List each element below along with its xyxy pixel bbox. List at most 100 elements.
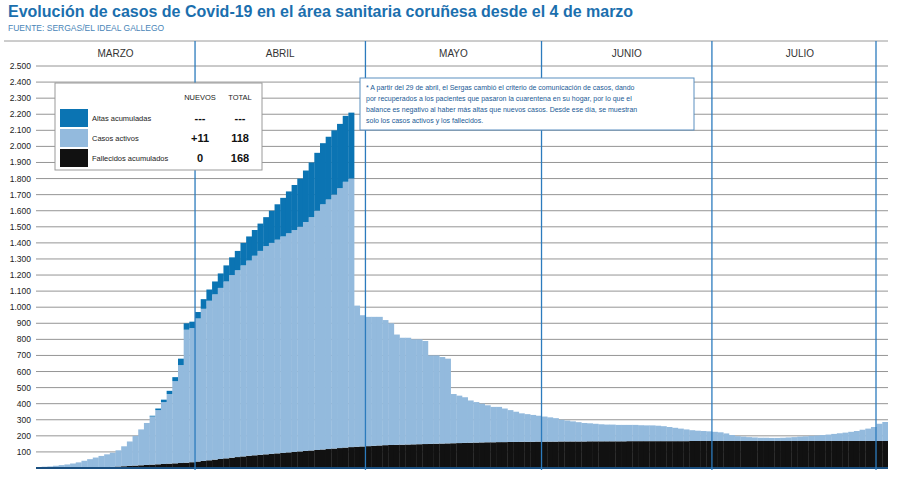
bar (735, 436, 741, 441)
bar (320, 143, 326, 204)
bar (411, 444, 417, 468)
month-label: MAYO (439, 48, 468, 59)
legend-value: 168 (231, 152, 249, 164)
bar (524, 442, 530, 468)
bar (314, 211, 320, 450)
bar (127, 441, 133, 442)
bar (831, 441, 837, 468)
y-tick-label: 2.400 (10, 77, 32, 87)
bar (763, 441, 769, 468)
bar (303, 222, 309, 451)
bar (297, 227, 303, 452)
bar (740, 437, 746, 441)
bar (428, 355, 434, 443)
bar (581, 423, 587, 441)
bar (172, 377, 178, 381)
bar (201, 461, 207, 468)
grid-line (36, 307, 888, 308)
bar (445, 443, 451, 468)
bar (81, 460, 87, 461)
bar (803, 441, 809, 468)
bar (826, 441, 832, 468)
bar (507, 410, 513, 442)
bar (519, 442, 525, 468)
bar (854, 431, 860, 441)
bar (252, 455, 258, 468)
bar (689, 430, 695, 441)
bar (746, 441, 752, 468)
bar (791, 441, 797, 468)
bar (337, 124, 343, 188)
bar (280, 453, 286, 468)
grid-line (36, 178, 888, 179)
bar (439, 444, 445, 468)
bar (138, 429, 144, 430)
bar (235, 270, 241, 457)
bar (354, 447, 360, 468)
bar (434, 444, 440, 468)
title: Evolución de casos de Covid-19 en el áre… (8, 3, 633, 20)
bar (292, 452, 298, 468)
legend-header: TOTAL (228, 93, 251, 102)
bar (877, 441, 883, 468)
annotation-text: solo los casos activos y los fallecidos. (366, 117, 483, 125)
bar (297, 451, 303, 468)
bar (757, 438, 763, 441)
bar (93, 458, 99, 468)
bar (598, 441, 604, 468)
legend-label: Casos activos (92, 134, 139, 143)
bar (47, 466, 53, 467)
y-tick-label: 900 (17, 318, 31, 328)
bar (524, 414, 530, 442)
bar (865, 429, 871, 441)
annotation-text: balance es negativo al haber más altas q… (366, 106, 637, 114)
bar (854, 441, 860, 468)
bar (542, 417, 548, 442)
bar (723, 441, 729, 468)
bar (627, 441, 633, 468)
bar (280, 198, 286, 237)
bar (263, 454, 269, 468)
bar (64, 464, 70, 465)
bar (382, 320, 388, 445)
bar (468, 443, 474, 468)
bar (507, 442, 513, 468)
bar (485, 442, 491, 468)
bar (280, 236, 286, 452)
bar (439, 357, 445, 444)
bar (212, 281, 218, 294)
bar (485, 405, 491, 442)
bar (348, 179, 354, 448)
bar (712, 432, 718, 441)
bar (223, 265, 229, 281)
bar (445, 359, 451, 444)
legend-swatch (60, 149, 88, 167)
bar (701, 441, 707, 468)
bar (502, 442, 508, 468)
bar (326, 137, 332, 200)
bar (490, 442, 496, 468)
bar (598, 424, 604, 441)
bar (786, 437, 792, 441)
bar (388, 323, 394, 445)
bar (882, 422, 888, 441)
y-tick-label: 1.000 (10, 302, 32, 312)
y-tick-label: 2.300 (10, 93, 32, 103)
subtitle: FUENTE: SERGAS/EL IDEAL GALLEGO (8, 23, 165, 33)
bar (167, 394, 173, 464)
legend-label: Fallecidos acumulados (92, 154, 169, 163)
bar (678, 429, 684, 442)
bar (513, 442, 519, 468)
y-tick-label: 600 (17, 367, 31, 377)
bar (343, 448, 349, 468)
bar (246, 236, 252, 260)
bar (581, 441, 587, 468)
bar (240, 243, 246, 266)
annotation-box (360, 78, 694, 130)
bar (411, 339, 417, 444)
bar (808, 441, 814, 468)
bar (740, 441, 746, 468)
grid-line (36, 194, 888, 195)
bar (87, 459, 93, 460)
bar (593, 424, 599, 442)
